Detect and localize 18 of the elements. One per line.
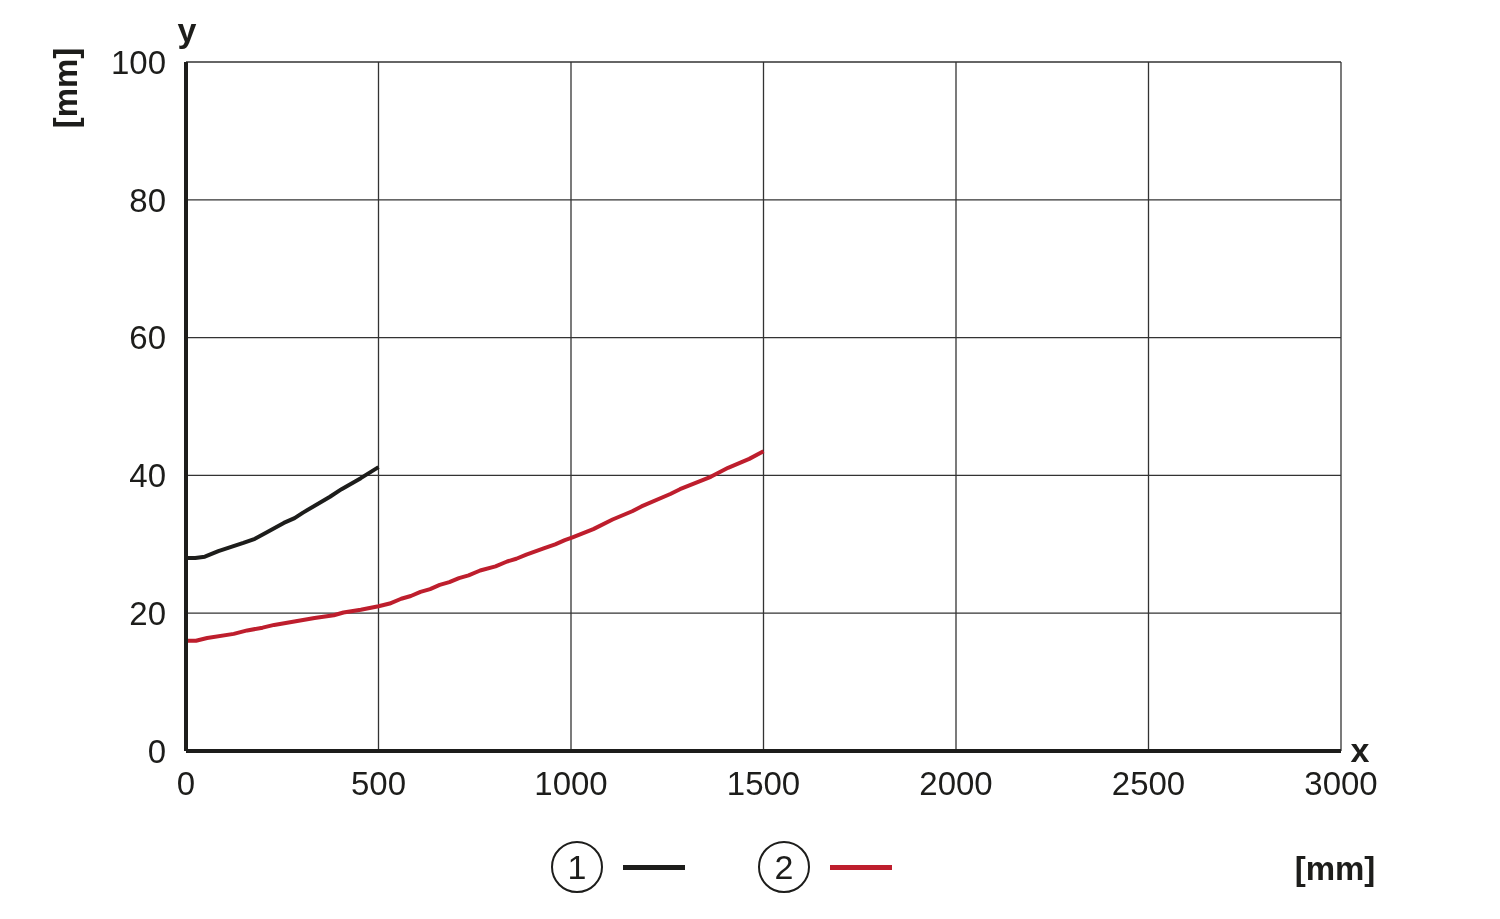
x-tick-label: 500 <box>350 765 407 803</box>
text: [mm] <box>1294 849 1376 887</box>
x-tick-label: 1000 <box>534 765 608 803</box>
y-tick-label: 20 <box>129 594 166 632</box>
y-axis-title: y <box>177 11 197 49</box>
legend-label: 2 <box>758 841 810 893</box>
x-tick-label: 2000 <box>919 765 993 803</box>
x-tick-label: 1500 <box>726 765 801 803</box>
x-tick-label: 0 <box>176 765 196 803</box>
line-series <box>186 449 766 643</box>
text: [mm] <box>46 47 84 129</box>
y-tick-label: 100 <box>110 43 166 81</box>
y-tick-label: 0 <box>147 732 166 770</box>
x-tick-label: 2500 <box>1111 765 1186 803</box>
legend-label: 1 <box>551 841 603 893</box>
y-tick-label: 60 <box>129 319 166 357</box>
y-tick-label: 40 <box>129 457 166 495</box>
y-tick-label: 80 <box>129 181 166 219</box>
